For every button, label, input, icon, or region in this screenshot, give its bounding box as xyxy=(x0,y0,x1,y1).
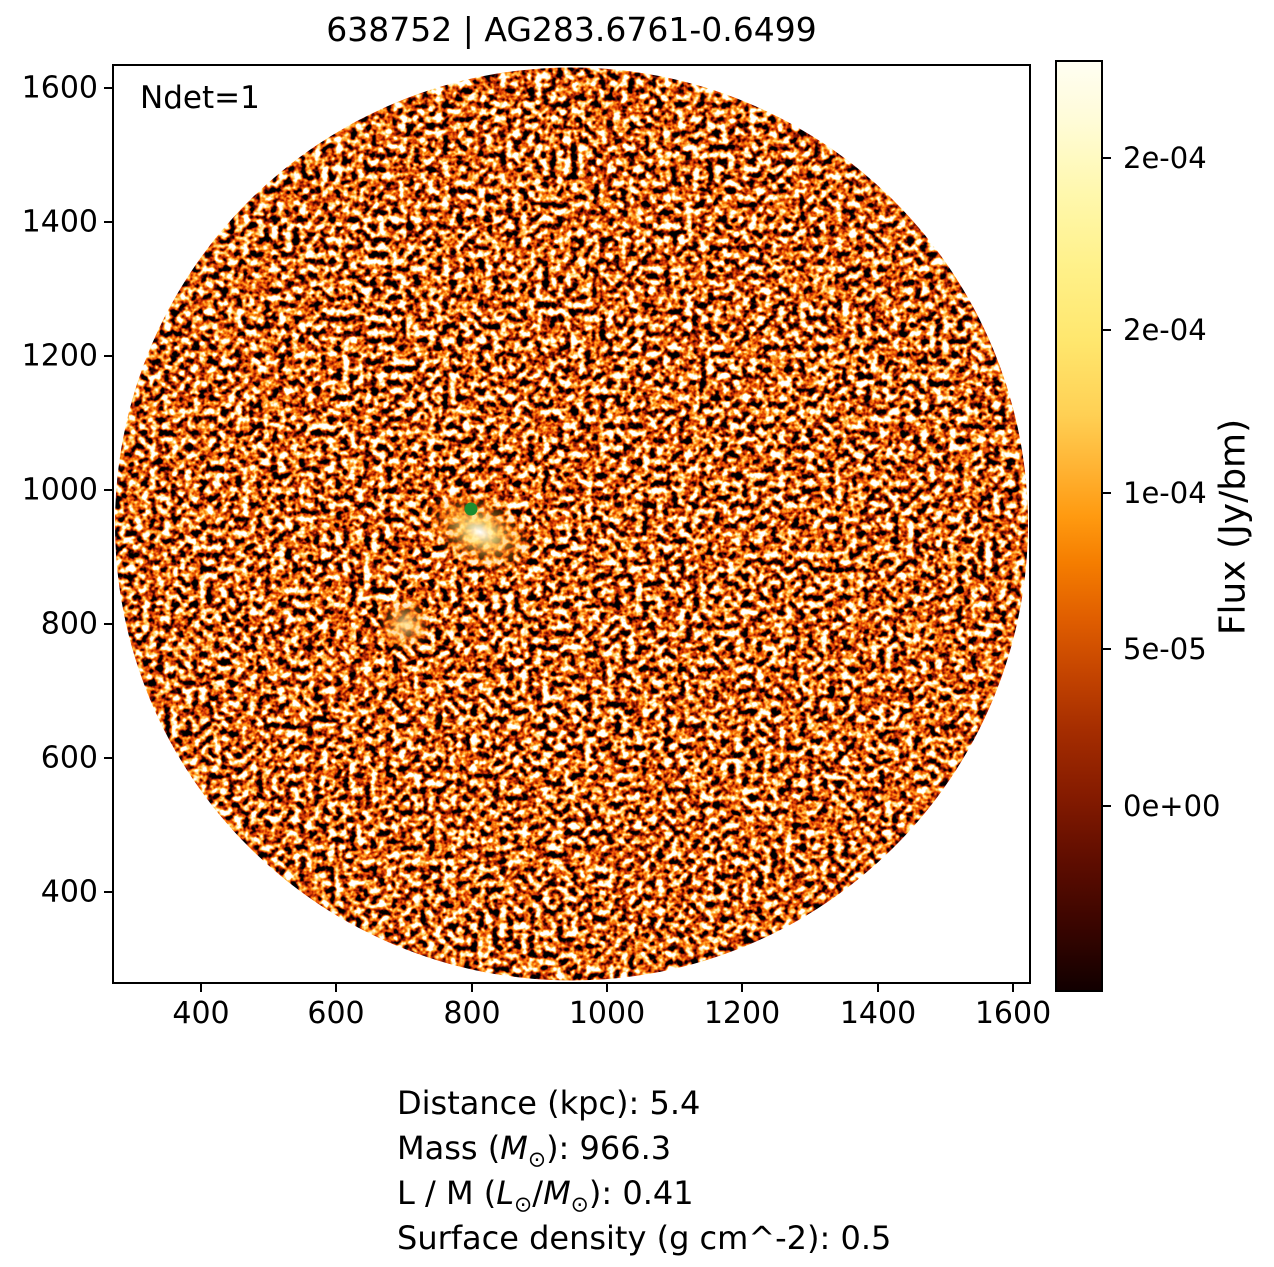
x-tick-label: 1600 xyxy=(974,996,1052,1031)
colorbar-tick-mark xyxy=(1103,648,1111,650)
info-block: Distance (kpc): 5.4 Mass (M⊙): 966.3 L / M… xyxy=(397,1081,891,1261)
colorbar-tick-label: 0e+00 xyxy=(1123,789,1221,823)
noise-field xyxy=(115,67,1028,981)
x-tick-label: 1000 xyxy=(568,996,646,1031)
x-tick-mark xyxy=(606,984,608,992)
y-tick-label: 600 xyxy=(40,740,98,776)
y-tick-mark xyxy=(104,623,112,625)
y-tick-label: 400 xyxy=(40,874,98,910)
info-line: L / M (L⊙/M⊙): 0.41 xyxy=(397,1174,694,1218)
colorbar-tick-mark xyxy=(1103,329,1111,331)
y-tick-label: 800 xyxy=(40,606,98,642)
x-tick-label: 1200 xyxy=(703,996,781,1031)
y-tick-mark xyxy=(104,891,112,893)
y-tick-mark xyxy=(104,221,112,223)
flux-image xyxy=(115,67,1028,981)
x-tick-mark xyxy=(741,984,743,992)
y-tick-label: 1600 xyxy=(21,70,98,106)
colorbar xyxy=(1055,60,1103,992)
x-tick-label: 600 xyxy=(307,996,365,1031)
y-tick-mark xyxy=(104,489,112,491)
y-tick-mark xyxy=(104,757,112,759)
colorbar-tick-mark xyxy=(1103,492,1111,494)
x-tick-mark xyxy=(335,984,337,992)
colorbar-tick-mark xyxy=(1103,157,1111,159)
x-tick-mark xyxy=(200,984,202,992)
bright-clump xyxy=(425,491,535,573)
y-tick-label: 1200 xyxy=(21,338,98,374)
y-tick-label: 1400 xyxy=(21,204,98,240)
x-tick-label: 800 xyxy=(443,996,501,1031)
bright-spot xyxy=(378,597,432,651)
info-line: Distance (kpc): 5.4 xyxy=(397,1084,701,1122)
colorbar-tick-label: 2e-04 xyxy=(1123,141,1207,175)
x-tick-label: 1400 xyxy=(839,996,917,1031)
info-line: Mass (M⊙): 966.3 xyxy=(397,1129,672,1173)
colorbar-axis-label: Flux (Jy/bm) xyxy=(1212,418,1254,636)
x-tick-mark xyxy=(471,984,473,992)
colorbar-tick-label: 2e-04 xyxy=(1123,313,1207,347)
x-tick-mark xyxy=(1012,984,1014,992)
x-tick-mark xyxy=(877,984,879,992)
y-tick-mark xyxy=(104,355,112,357)
plot-title: 638752 | AG283.6761-0.6499 xyxy=(326,10,817,49)
y-tick-label: 1000 xyxy=(21,472,98,508)
ndet-annotation: Ndet=1 xyxy=(140,80,260,116)
plot-area: Ndet=1 xyxy=(112,64,1031,984)
y-tick-mark xyxy=(104,87,112,89)
detection-marker xyxy=(464,502,478,516)
x-tick-label: 400 xyxy=(172,996,230,1031)
info-line: Surface density (g cm^-2): 0.5 xyxy=(397,1219,892,1257)
colorbar-tick-label: 5e-05 xyxy=(1123,632,1207,666)
colorbar-tick-label: 1e-04 xyxy=(1123,476,1207,510)
colorbar-tick-mark xyxy=(1103,805,1111,807)
